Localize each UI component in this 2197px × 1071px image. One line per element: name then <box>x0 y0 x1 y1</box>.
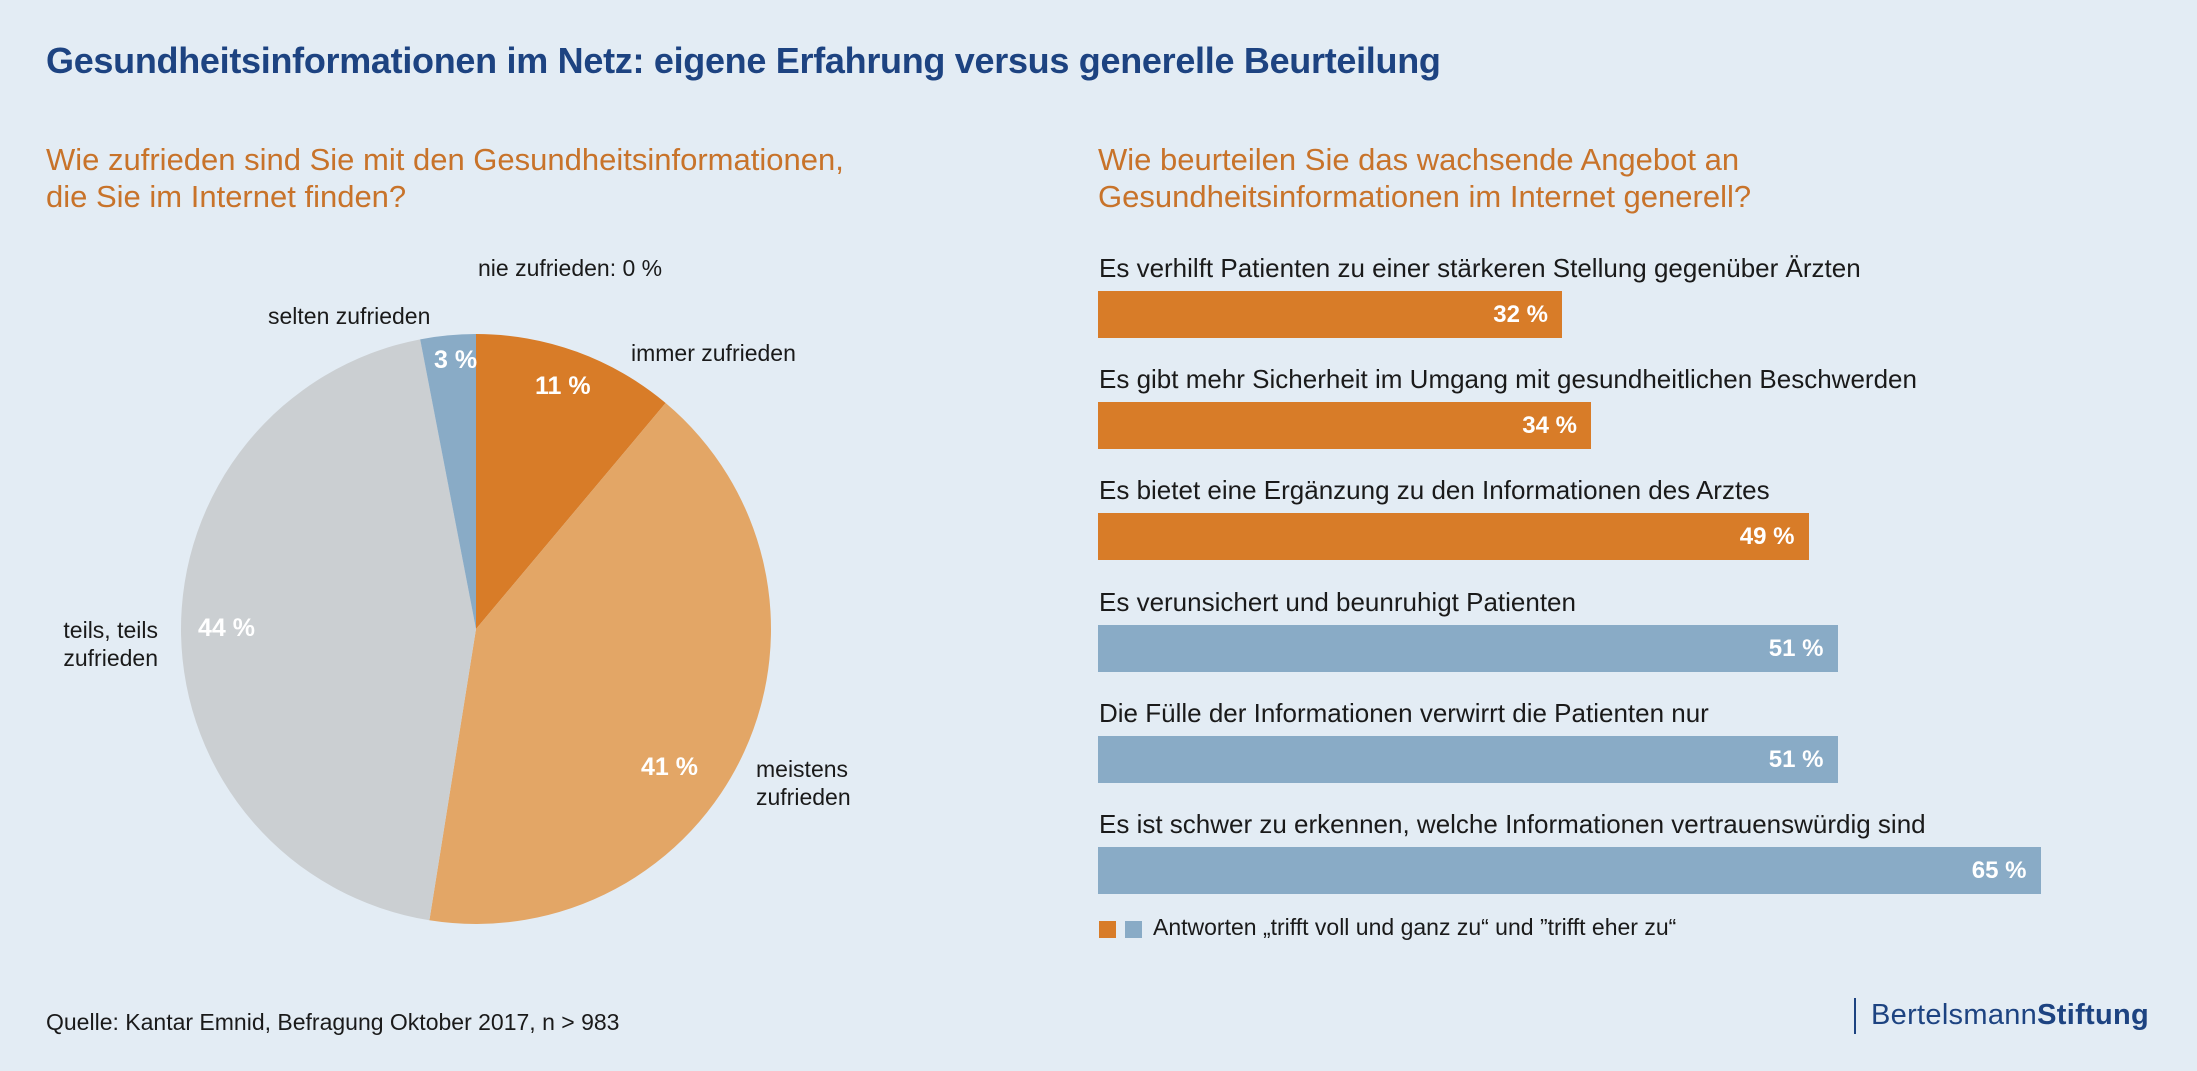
bar-category-label: Es bietet eine Ergänzung zu den Informat… <box>1099 475 1770 506</box>
pie-label-selten: selten zufrieden <box>268 303 431 329</box>
logo-divider <box>1854 998 1856 1034</box>
bar-category-label: Es gibt mehr Sicherheit im Umgang mit ge… <box>1099 364 1917 395</box>
bar-value-label: 34 % <box>1522 412 1577 440</box>
bertelsmann-stiftung-logo: BertelsmannStiftung <box>1871 999 2149 1032</box>
pie-label-line: zufrieden <box>63 645 158 671</box>
logo-bold: Stiftung <box>2037 999 2150 1031</box>
bar-value-label: 65 % <box>1971 857 2027 884</box>
bar-category-label: Es verunsichert und beunruhigt Patienten <box>1099 586 1576 617</box>
pie-label-meistens: meistens zufrieden <box>756 755 851 811</box>
legend-text: Antworten „trifft voll und ganz zu“ und … <box>1153 914 1677 940</box>
pie-slice-teils <box>180 339 476 921</box>
bar-question-line: Gesundheitsinformationen im Internet gen… <box>1098 179 1752 214</box>
logo-regular: Bertelsmann <box>1871 999 2038 1031</box>
pie-value-meistens: 41 % <box>641 753 698 781</box>
bar: 51 % <box>1098 735 1838 783</box>
pie-value-selten: 3 % <box>434 346 478 374</box>
bar: 51 % <box>1098 624 1838 672</box>
bar: 34 % <box>1098 402 1591 450</box>
pie-slice-immer <box>476 334 666 629</box>
pie-value-teils: 44 % <box>198 614 255 642</box>
bar-value-label: 51 % <box>1768 634 1824 662</box>
pie-label-line: meistens <box>756 756 849 782</box>
bar-category-label: Die Fülle der Informationen verwirrt die… <box>1099 697 1709 728</box>
pie-label-teils: teils, teils zufrieden <box>40 616 158 672</box>
pie-slice-selten <box>420 334 476 629</box>
bar: 65 % <box>1098 847 2041 894</box>
pie-question-line: die Sie im Internet finden? <box>46 179 407 214</box>
bar-value-label: 32 % <box>1493 301 1548 328</box>
pie-label-line: teils, teils <box>63 617 158 643</box>
bar-question-line: Wie beurteilen Sie das wachsende Angebot… <box>1098 142 1740 177</box>
legend-swatch-orange <box>1099 921 1116 938</box>
pie-annotation-nie-zufrieden: nie zufrieden: 0 % <box>478 255 663 281</box>
bar-question: Wie beurteilen Sie das wachsende Angebot… <box>1098 141 2098 215</box>
bar-value-label: 51 % <box>1768 745 1824 773</box>
pie-value-immer: 11 % <box>535 372 591 400</box>
pie-question: Wie zufrieden sind Sie mit den Gesundhei… <box>46 141 996 215</box>
bar-value-label: 49 % <box>1739 523 1795 551</box>
pie-label-line: zufrieden <box>756 784 851 810</box>
page-title: Gesundheitsinformationen im Netz: eigene… <box>46 40 1441 81</box>
bar: 49 % <box>1098 513 1809 561</box>
pie-slice-meistens <box>429 403 771 925</box>
bar-category-label: Es ist schwer zu erkennen, welche Inform… <box>1099 809 1926 839</box>
source-note: Quelle: Kantar Emnid, Befragung Oktober … <box>46 1009 620 1035</box>
bar: 32 % <box>1098 291 1562 338</box>
pie-question-line: Wie zufrieden sind Sie mit den Gesundhei… <box>46 142 844 177</box>
legend-swatch-blue <box>1125 921 1142 938</box>
bar-category-label: Es verhilft Patienten zu einer stärkeren… <box>1099 253 1861 283</box>
pie-label-immer: immer zufrieden <box>631 340 796 366</box>
